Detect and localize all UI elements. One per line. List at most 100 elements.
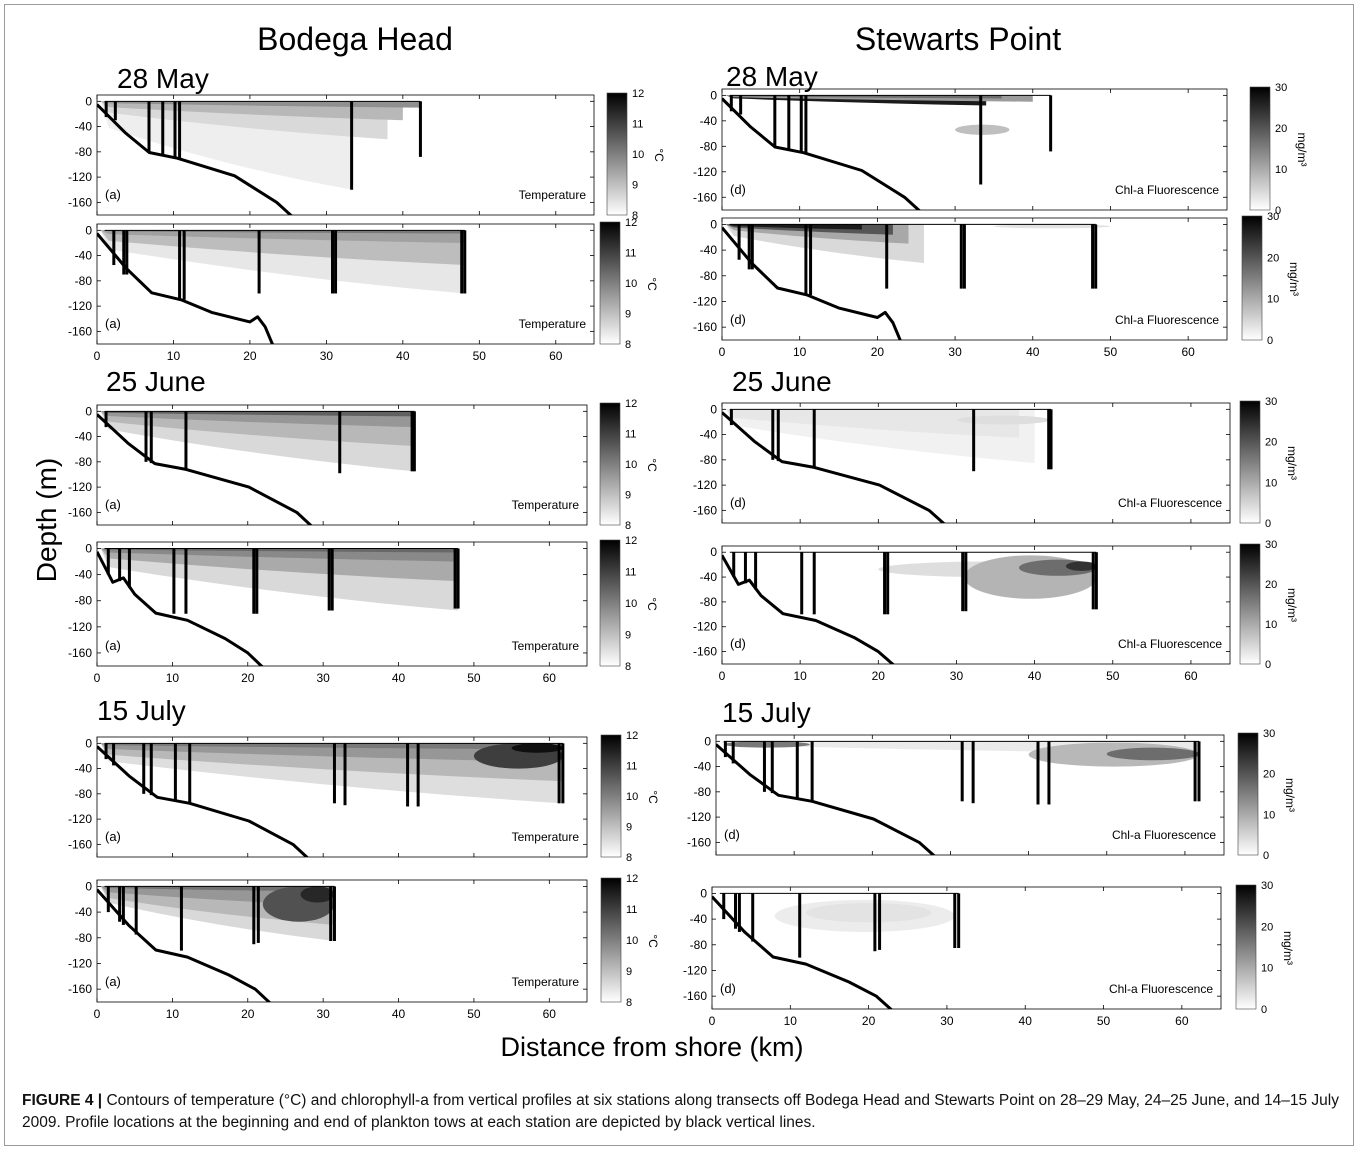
colorbar-tick-label: 30 [1275,82,1287,94]
colorbar-unit-label: °C [652,148,666,162]
x-tick-label: 20 [862,1014,876,1028]
x-tick-label: 50 [467,1007,481,1021]
y-tick-label: -160 [693,190,717,204]
x-tick-label: 40 [392,671,406,685]
figure-caption: FIGURE 4 | Contours of temperature (°C) … [22,1090,1342,1135]
y-tick-label: -160 [68,646,92,660]
x-tick-label: 30 [948,345,962,359]
contour-fill [100,743,563,804]
y-tick-label: -160 [68,324,92,338]
colorbar-tick-label: 30 [1265,396,1277,408]
y-tick-label: 0 [710,545,717,559]
y-tick-label: -40 [75,905,93,919]
panel-letter: (d) [730,495,746,510]
colorbar-tick-label: 10 [1263,809,1275,821]
panels-group: 0 -40 -80 -120 -160 (a) Temperature 28 May 12 11 1… [68,61,1309,1028]
colorbar-tick-label: 9 [625,630,631,642]
y-tick-label: -80 [690,938,708,952]
y-tick-label: -160 [687,835,711,849]
contour-fill [100,230,465,294]
contour-layer [725,409,1019,438]
colorbar-tick-label: 20 [1263,769,1275,781]
x-tick-label: 60 [543,1007,557,1021]
colorbar [606,92,628,216]
x-tick-label: 10 [793,345,807,359]
colorbar [1239,543,1261,665]
colorbar-unit-label: mg/m³ [1295,133,1309,167]
contour-patch [956,415,1051,425]
colorbar-tick-label: 11 [626,761,637,773]
colorbar-unit-label: °C [645,458,659,472]
x-tick-label: 30 [940,1014,954,1028]
colorbar-tick-label: 20 [1261,921,1273,933]
contour-patch [993,224,1111,229]
contour-fill [719,741,1199,767]
y-tick-label: 0 [85,542,92,556]
bathymetry-line [712,895,893,1009]
y-tick-label: -120 [693,294,717,308]
x-tick-label: 10 [166,671,180,685]
colorbar-tick-label: 10 [1267,294,1279,306]
colorbar-tick-label: 8 [625,661,631,673]
x-tick-label: 30 [320,349,334,363]
colorbar-tick-label: 10 [626,791,638,803]
contour-patch [723,741,810,748]
x-tick-label: 20 [241,1007,255,1021]
x-tick-label: 40 [1026,345,1040,359]
colorbar-tick-label: 8 [625,339,631,351]
colorbar-unit-label: mg/m³ [1285,588,1299,622]
colorbar-tick-label: 10 [1265,477,1277,489]
colorbar-unit-label: mg/m³ [1281,931,1295,965]
y-tick-label: -120 [693,478,717,492]
colorbar [1241,215,1263,341]
panel-letter: (a) [105,187,121,202]
panel-letter: (d) [724,827,740,842]
y-tick-label: -40 [694,760,712,774]
y-tick-label: -40 [700,243,718,257]
colorbar [1237,732,1259,856]
colorbar [599,221,621,345]
column-title-left: Bodega Head [257,21,453,57]
colorbar-tick-label: 20 [1275,123,1287,135]
colorbar-tick-label: 30 [1265,539,1277,551]
column-title-right: Stewarts Point [855,21,1061,57]
variable-label: Chl-a Fluorescence [1118,637,1222,651]
x-tick-label: 50 [1106,669,1120,683]
contour-patch [1106,747,1199,761]
contour-fill [878,555,1098,599]
x-tick-label: 40 [396,349,410,363]
y-tick-label: -160 [68,837,92,851]
x-tick-label: 60 [1181,345,1195,359]
x-tick-label: 20 [241,671,255,685]
colorbar-tick-label: 12 [626,730,638,742]
panel-letter: (d) [720,981,736,996]
y-tick-label: -160 [68,982,92,996]
y-tick-label: -40 [690,912,708,926]
colorbar-unit-label: °C [645,277,659,291]
colorbar-tick-label: 0 [1275,205,1281,217]
colorbar-tick-label: 12 [626,873,638,885]
colorbar-tick-label: 11 [626,904,637,916]
x-tick-label: 50 [467,671,481,685]
y-tick-label: 0 [85,223,92,237]
panel-4: 0 -40 -80 -120 -160 (a) Temperature 25 June 12 11… [68,366,659,532]
colorbar-tick-label: 9 [625,309,631,321]
x-tick-label: 0 [709,1014,716,1028]
y-tick-label: -80 [75,931,93,945]
colorbar-unit-label: mg/m³ [1285,446,1299,480]
variable-label: Chl-a Fluorescence [1115,183,1219,197]
contour-patch [805,903,932,923]
y-tick-label: -120 [687,810,711,824]
y-tick-label: -120 [683,963,707,977]
bathymetry-line [722,554,895,664]
colorbar-unit-label: °C [646,934,660,948]
y-tick-label: 0 [710,217,717,231]
colorbar-tick-label: 30 [1263,728,1275,740]
date-label: 15 July [722,697,811,728]
y-tick-label: -40 [700,428,718,442]
bathymetry-line [97,232,274,344]
panel-9: 0 -40 -80 -120 -160 (d) Chl-a Fluorescence 15 J… [687,697,1297,862]
variable-label: Temperature [519,317,587,331]
